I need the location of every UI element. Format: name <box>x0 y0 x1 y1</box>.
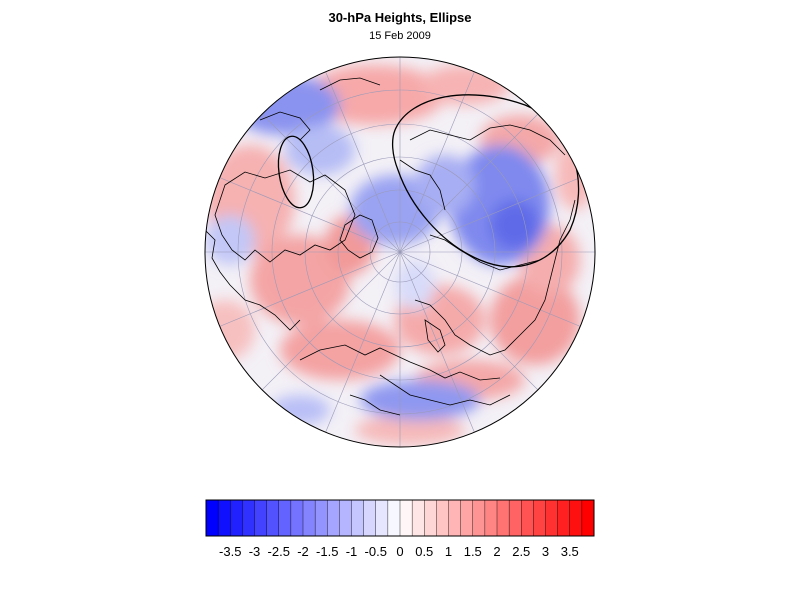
colorbar-tick-label: 1 <box>444 544 453 559</box>
colorbar-tick-label: -2 <box>297 544 309 559</box>
coastlines <box>205 77 576 416</box>
colorbar-cell <box>545 499 559 537</box>
colorbar-tick-label: 3 <box>541 544 550 559</box>
colorbar-cell <box>387 499 401 537</box>
colorbar-cell <box>581 499 595 537</box>
colorbar-cell <box>496 499 510 537</box>
colorbar-cell <box>339 499 353 537</box>
colorbar-tick-label: -3.5 <box>219 544 242 559</box>
colorbar-cell <box>472 499 486 537</box>
colorbar-cell <box>205 499 219 537</box>
colorbar-tick-label: 2.5 <box>512 544 531 559</box>
colorbar-cell <box>278 499 292 537</box>
colorbar-cell <box>521 499 534 537</box>
colorbar-cell <box>557 499 571 537</box>
colorbar-tick-label: 1.5 <box>463 544 482 559</box>
colorbar-frame <box>205 499 595 537</box>
colorbar-tick-label: -1.5 <box>316 544 339 559</box>
colorbar-tick-label: -2.5 <box>267 544 290 559</box>
figure-date: 15 Feb 2009 <box>369 30 431 42</box>
colorbar-cell <box>302 499 316 537</box>
colorbar-cell <box>375 499 389 537</box>
colorbar-cell <box>351 499 365 537</box>
colorbar-cell <box>424 499 437 537</box>
colorbar-cell <box>314 499 328 537</box>
small-ellipse <box>277 135 315 209</box>
colorbar-cell <box>327 499 340 537</box>
colorbar-cell <box>399 499 413 537</box>
colorbar-cell <box>436 499 450 537</box>
colorbar-cell <box>508 499 522 537</box>
colorbar-cell <box>533 499 547 537</box>
colorbar-cell <box>266 499 280 537</box>
large-ellipse <box>391 94 580 268</box>
colorbar-tick-label: 0.5 <box>415 544 434 559</box>
colorbar-cell <box>254 499 268 537</box>
colorbar-cell <box>363 499 377 537</box>
colorbar-tick-label: -3 <box>248 544 261 559</box>
colorbar-cell <box>290 499 304 537</box>
colorbar-cell <box>569 499 583 537</box>
colorbar-cell <box>217 499 231 537</box>
colorbar-cell <box>448 499 462 537</box>
colorbar-cell <box>230 499 243 537</box>
figure-title: 30-hPa Heights, Ellipse <box>328 10 472 25</box>
globe-outline <box>204 56 596 448</box>
graticule <box>205 57 595 447</box>
colorbar-cell <box>484 499 498 537</box>
colorbar-cell <box>460 499 474 537</box>
colorbar-tick-label: -1 <box>345 544 358 559</box>
colorbar-tick-label: 2 <box>493 544 501 559</box>
colorbar-cell <box>411 499 425 537</box>
colorbar-tick-label: 3.5 <box>560 544 579 559</box>
colorbar-tick-label: -0.5 <box>364 544 387 559</box>
colorbar-cell <box>242 499 256 537</box>
colorbar-tick-label: 0 <box>396 544 404 559</box>
